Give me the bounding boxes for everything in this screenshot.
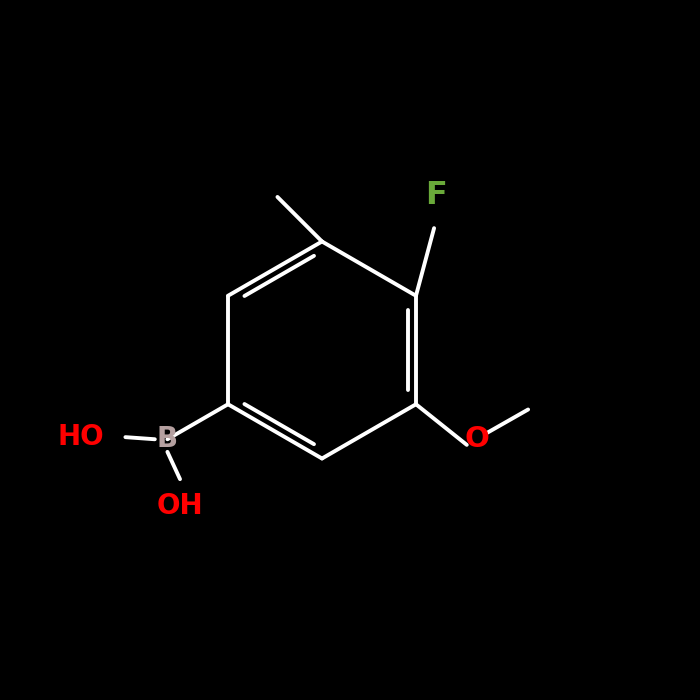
Text: HO: HO [58,423,104,452]
Text: F: F [425,180,447,211]
Text: O: O [464,425,489,454]
Text: B: B [157,426,178,454]
Text: OH: OH [157,492,203,520]
